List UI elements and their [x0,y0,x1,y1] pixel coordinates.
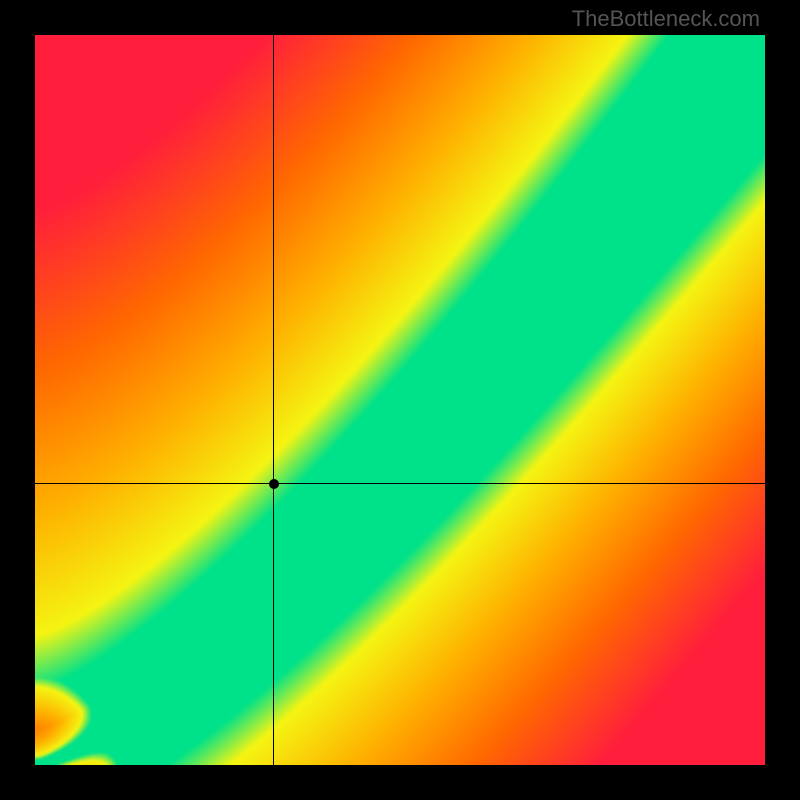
watermark-text: TheBottleneck.com [572,6,760,32]
crosshair-horizontal [35,483,765,484]
heatmap-canvas [35,35,765,765]
heatmap-plot [35,35,765,765]
crosshair-vertical [273,35,274,765]
crosshair-marker [269,479,279,489]
chart-container: { "watermark": { "text": "TheBottleneck.… [0,0,800,800]
